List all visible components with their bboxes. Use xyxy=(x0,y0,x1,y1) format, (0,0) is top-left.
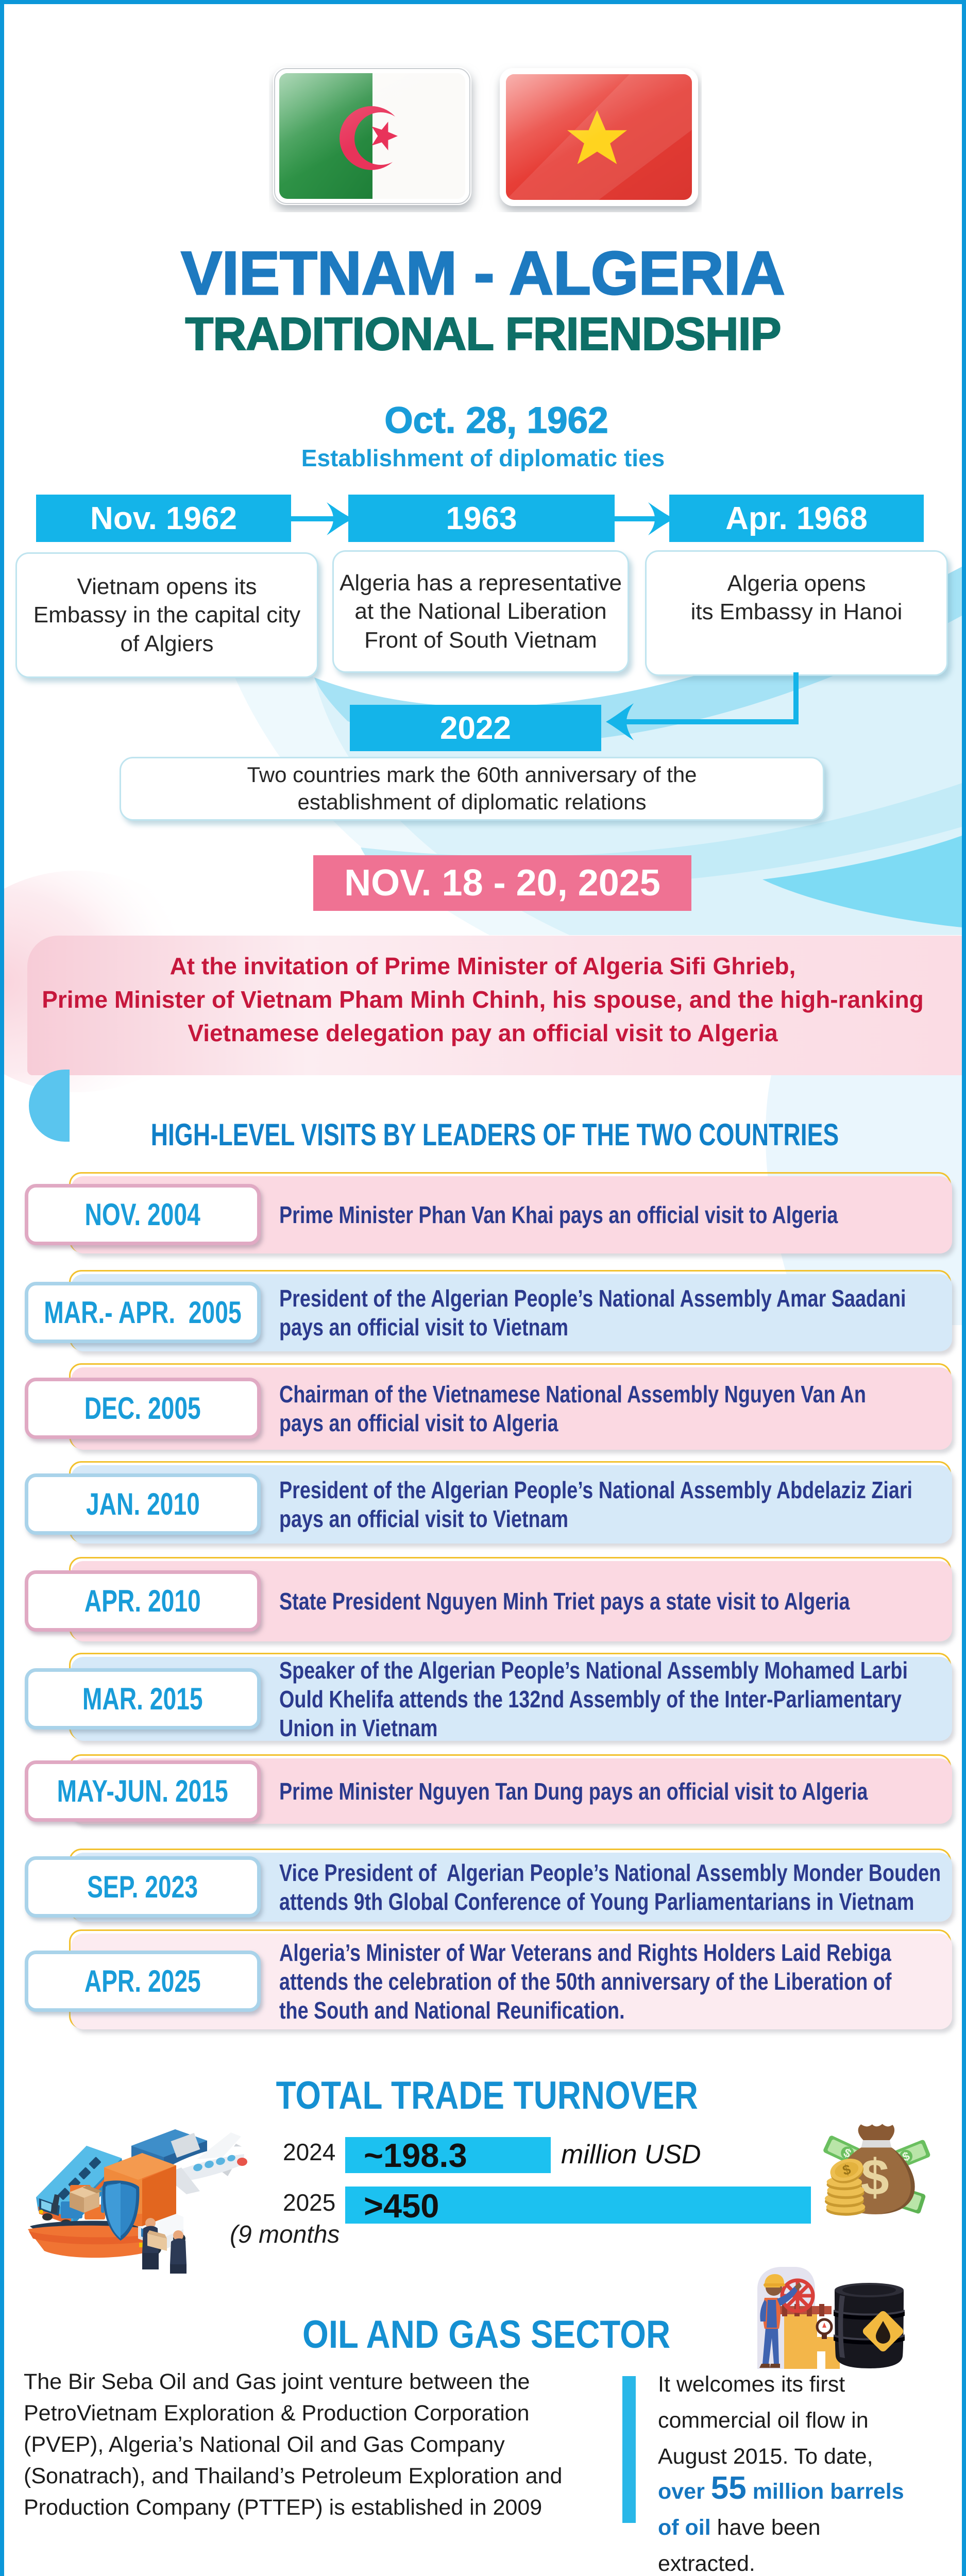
svg-text:$: $ xyxy=(861,2148,889,2206)
svg-text:$: $ xyxy=(841,2161,852,2178)
